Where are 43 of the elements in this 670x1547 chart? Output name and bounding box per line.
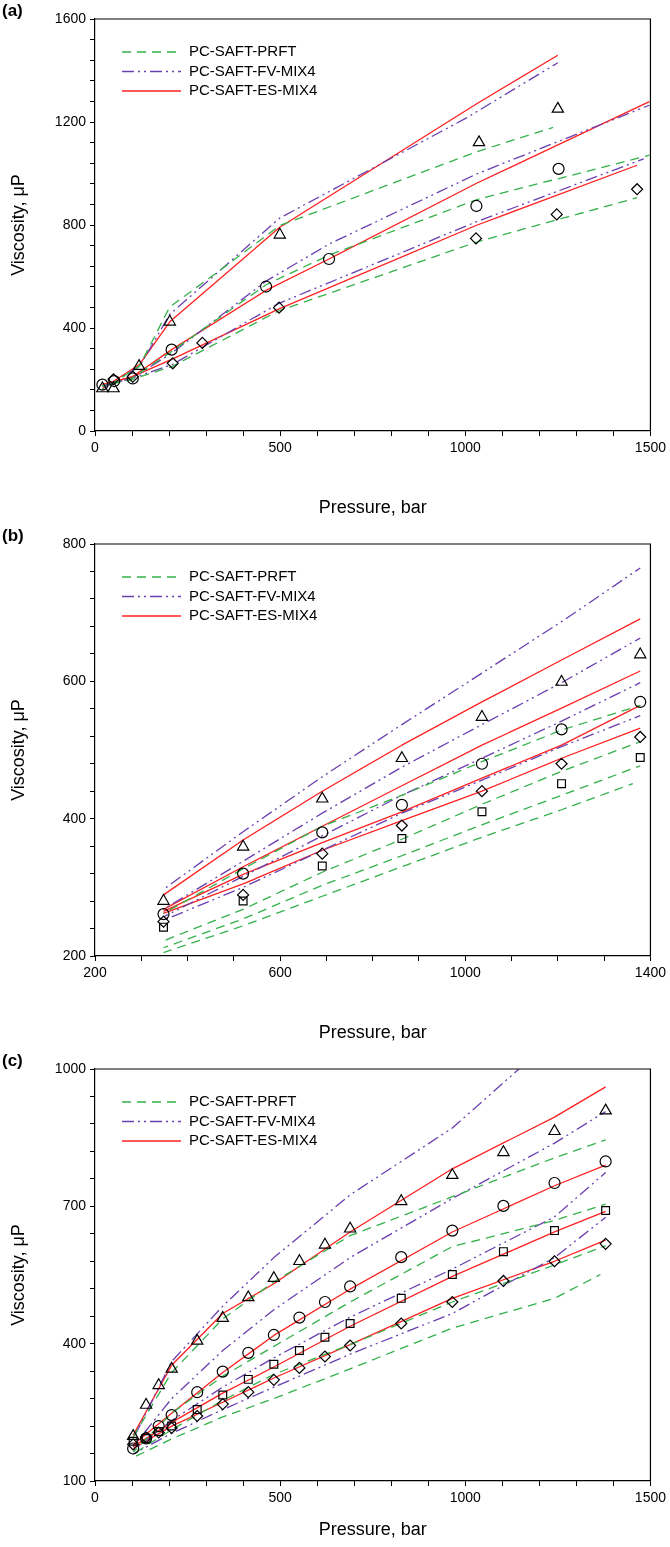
x-axis-title: Pressure, bar (318, 1519, 427, 1540)
x-tick-label: 1500 (634, 439, 667, 456)
y-tick-label: 700 (62, 1197, 87, 1214)
legend-label: PC-SAFT-PRFT (189, 42, 297, 60)
x-axis-title: Pressure, bar (318, 497, 427, 518)
x-tick-label: 1000 (449, 1489, 482, 1506)
y-tick-label: 800 (62, 215, 87, 232)
x-tick-label: 0 (91, 439, 100, 456)
y-tick-label: 200 (62, 946, 87, 963)
x-axis-title: Pressure, bar (318, 1022, 427, 1043)
y-tick-label: 1000 (54, 1059, 87, 1076)
legend-label: PC-SAFT-FV-MIX4 (189, 1111, 316, 1129)
legend-label: PC-SAFT-FV-MIX4 (189, 61, 316, 79)
x-tick-label: 0 (91, 1489, 100, 1506)
y-axis-title: Viscosity, μP (7, 174, 28, 276)
legend-label: PC-SAFT-ES-MIX4 (189, 606, 318, 624)
y-tick-label: 1600 (54, 9, 87, 26)
legend-label: PC-SAFT-FV-MIX4 (189, 586, 316, 604)
y-tick-label: 400 (62, 318, 87, 335)
legend-label: PC-SAFT-ES-MIX4 (189, 1131, 318, 1149)
x-tick-label: 200 (83, 964, 107, 981)
y-tick-label: 400 (62, 809, 87, 826)
legend-label: PC-SAFT-ES-MIX4 (189, 81, 318, 99)
x-tick-label: 1000 (449, 964, 482, 981)
y-tick-label: 800 (62, 534, 87, 551)
x-tick-label: 500 (268, 439, 293, 456)
chart-title: (a) (2, 1, 23, 21)
legend-label: PC-SAFT-PRFT (189, 1092, 297, 1110)
x-tick-label: 1500 (634, 1489, 667, 1506)
y-tick-label: 0 (78, 421, 87, 438)
y-tick-label: 600 (62, 672, 87, 689)
y-axis-title: Viscosity, μP (7, 1224, 28, 1326)
y-axis-title: Viscosity, μP (7, 699, 28, 801)
x-tick-label: 1000 (449, 439, 482, 456)
x-tick-label: 500 (268, 1489, 293, 1506)
chart-title: (c) (2, 1051, 23, 1071)
y-tick-label: 1200 (54, 112, 87, 129)
chart-title: (b) (2, 526, 24, 546)
y-tick-label: 100 (62, 1471, 87, 1488)
x-tick-label: 600 (268, 964, 293, 981)
x-tick-label: 1400 (634, 964, 667, 981)
legend-label: PC-SAFT-PRFT (189, 567, 297, 585)
y-tick-label: 400 (62, 1334, 87, 1351)
